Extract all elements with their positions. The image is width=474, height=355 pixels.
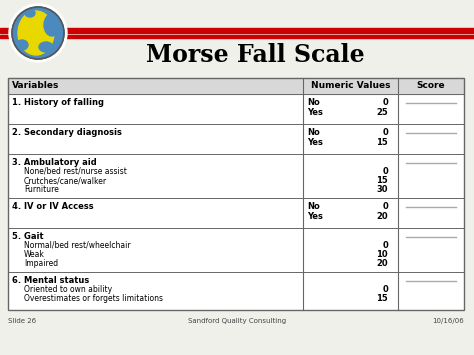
- Circle shape: [12, 7, 64, 59]
- Bar: [8, 78, 464, 310]
- Text: Weak: Weak: [24, 250, 45, 259]
- Text: 0: 0: [382, 98, 388, 107]
- Bar: [8, 78, 464, 310]
- Text: 0: 0: [382, 285, 388, 294]
- Ellipse shape: [16, 40, 28, 50]
- Bar: [0, 28, 474, 33]
- Text: Crutches/cane/walker: Crutches/cane/walker: [24, 176, 107, 185]
- Text: Variables: Variables: [12, 82, 59, 91]
- Text: 30: 30: [376, 185, 388, 194]
- Text: None/bed rest/nurse assist: None/bed rest/nurse assist: [24, 167, 127, 176]
- Text: Overestimates or forgets limitations: Overestimates or forgets limitations: [24, 294, 163, 303]
- Bar: [8, 78, 464, 94]
- Text: 0: 0: [382, 167, 388, 176]
- Text: 20: 20: [376, 212, 388, 221]
- Text: 4. IV or IV Access: 4. IV or IV Access: [12, 202, 94, 211]
- Text: 25: 25: [376, 108, 388, 117]
- Text: 0: 0: [382, 241, 388, 250]
- Text: Oriented to own ability: Oriented to own ability: [24, 285, 112, 294]
- Text: Yes: Yes: [307, 108, 323, 117]
- Text: 15: 15: [376, 176, 388, 185]
- Text: 3. Ambulatory aid: 3. Ambulatory aid: [12, 158, 97, 167]
- Text: 15: 15: [376, 294, 388, 303]
- Circle shape: [9, 4, 67, 62]
- Ellipse shape: [18, 11, 54, 55]
- Text: 0: 0: [382, 202, 388, 211]
- Text: 15: 15: [376, 138, 388, 147]
- Text: Furniture: Furniture: [24, 185, 59, 194]
- Text: Normal/bed rest/wheelchair: Normal/bed rest/wheelchair: [24, 241, 131, 250]
- Text: Numeric Values: Numeric Values: [311, 82, 390, 91]
- Text: No: No: [307, 98, 320, 107]
- Text: No: No: [307, 202, 320, 211]
- Text: Yes: Yes: [307, 138, 323, 147]
- Text: Sandford Quality Consulting: Sandford Quality Consulting: [188, 318, 286, 324]
- Text: Score: Score: [417, 82, 445, 91]
- Ellipse shape: [25, 9, 35, 17]
- Text: 2. Secondary diagnosis: 2. Secondary diagnosis: [12, 128, 122, 137]
- Text: 20: 20: [376, 259, 388, 268]
- Text: 5. Gait: 5. Gait: [12, 232, 44, 241]
- Text: 6. Mental status: 6. Mental status: [12, 276, 89, 285]
- Text: Impaired: Impaired: [24, 259, 58, 268]
- Text: Slide 26: Slide 26: [8, 318, 36, 324]
- Text: 0: 0: [382, 128, 388, 137]
- Text: 10: 10: [376, 250, 388, 259]
- Ellipse shape: [39, 42, 53, 52]
- Text: 10/16/06: 10/16/06: [432, 318, 464, 324]
- Text: Morse Fall Scale: Morse Fall Scale: [146, 43, 365, 67]
- Bar: [0, 35, 474, 38]
- Ellipse shape: [44, 14, 60, 36]
- Text: Yes: Yes: [307, 212, 323, 221]
- Text: 1. History of falling: 1. History of falling: [12, 98, 104, 107]
- Text: No: No: [307, 128, 320, 137]
